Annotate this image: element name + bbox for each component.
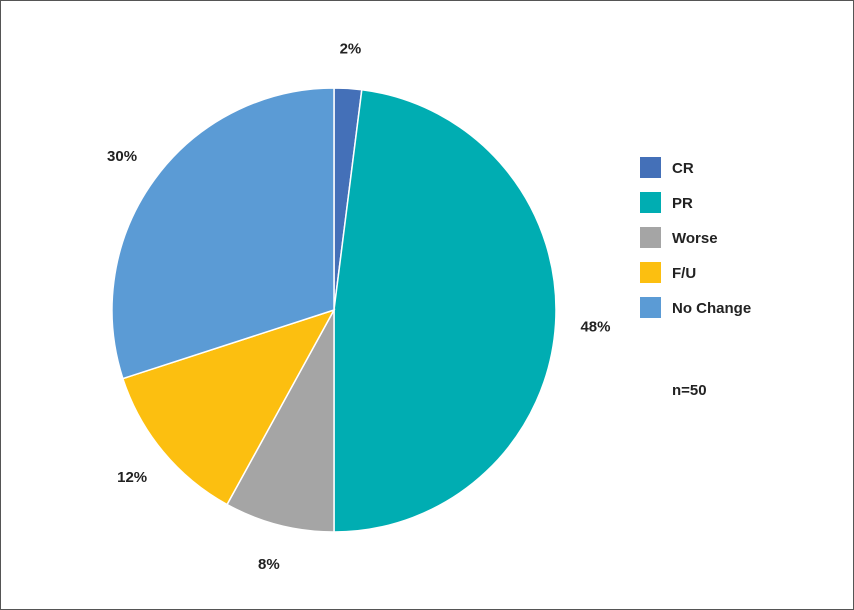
legend-swatch-cr <box>640 157 661 178</box>
legend-swatch-f-u <box>640 262 661 283</box>
legend-swatch-no-change <box>640 297 661 318</box>
pie-slice-f-u <box>121 308 336 506</box>
pie-slice-worse <box>226 309 335 533</box>
legend-label-worse: Worse <box>672 230 718 247</box>
pie-slices <box>111 87 557 533</box>
legend: CR PR Worse F/U No Change <box>640 157 751 318</box>
slice-label-f-u: 12% <box>117 469 147 486</box>
legend-label-pr: PR <box>672 195 693 212</box>
pie-slice-pr <box>333 88 557 533</box>
legend-label-cr: CR <box>672 160 694 177</box>
pie-slice-no-change <box>111 87 335 380</box>
pie-labels: 2% 48% 8% 12% 30% <box>107 41 610 573</box>
sample-size-annotation: n=50 <box>672 382 707 399</box>
legend-label-no-change: No Change <box>672 300 751 317</box>
slice-label-pr: 48% <box>580 318 610 335</box>
legend-swatch-pr <box>640 192 661 213</box>
slice-label-no-change: 30% <box>107 148 137 165</box>
slice-label-cr: 2% <box>340 41 362 58</box>
slice-label-worse: 8% <box>258 556 280 573</box>
legend-swatch-worse <box>640 227 661 248</box>
legend-label-f-u: F/U <box>672 265 696 282</box>
